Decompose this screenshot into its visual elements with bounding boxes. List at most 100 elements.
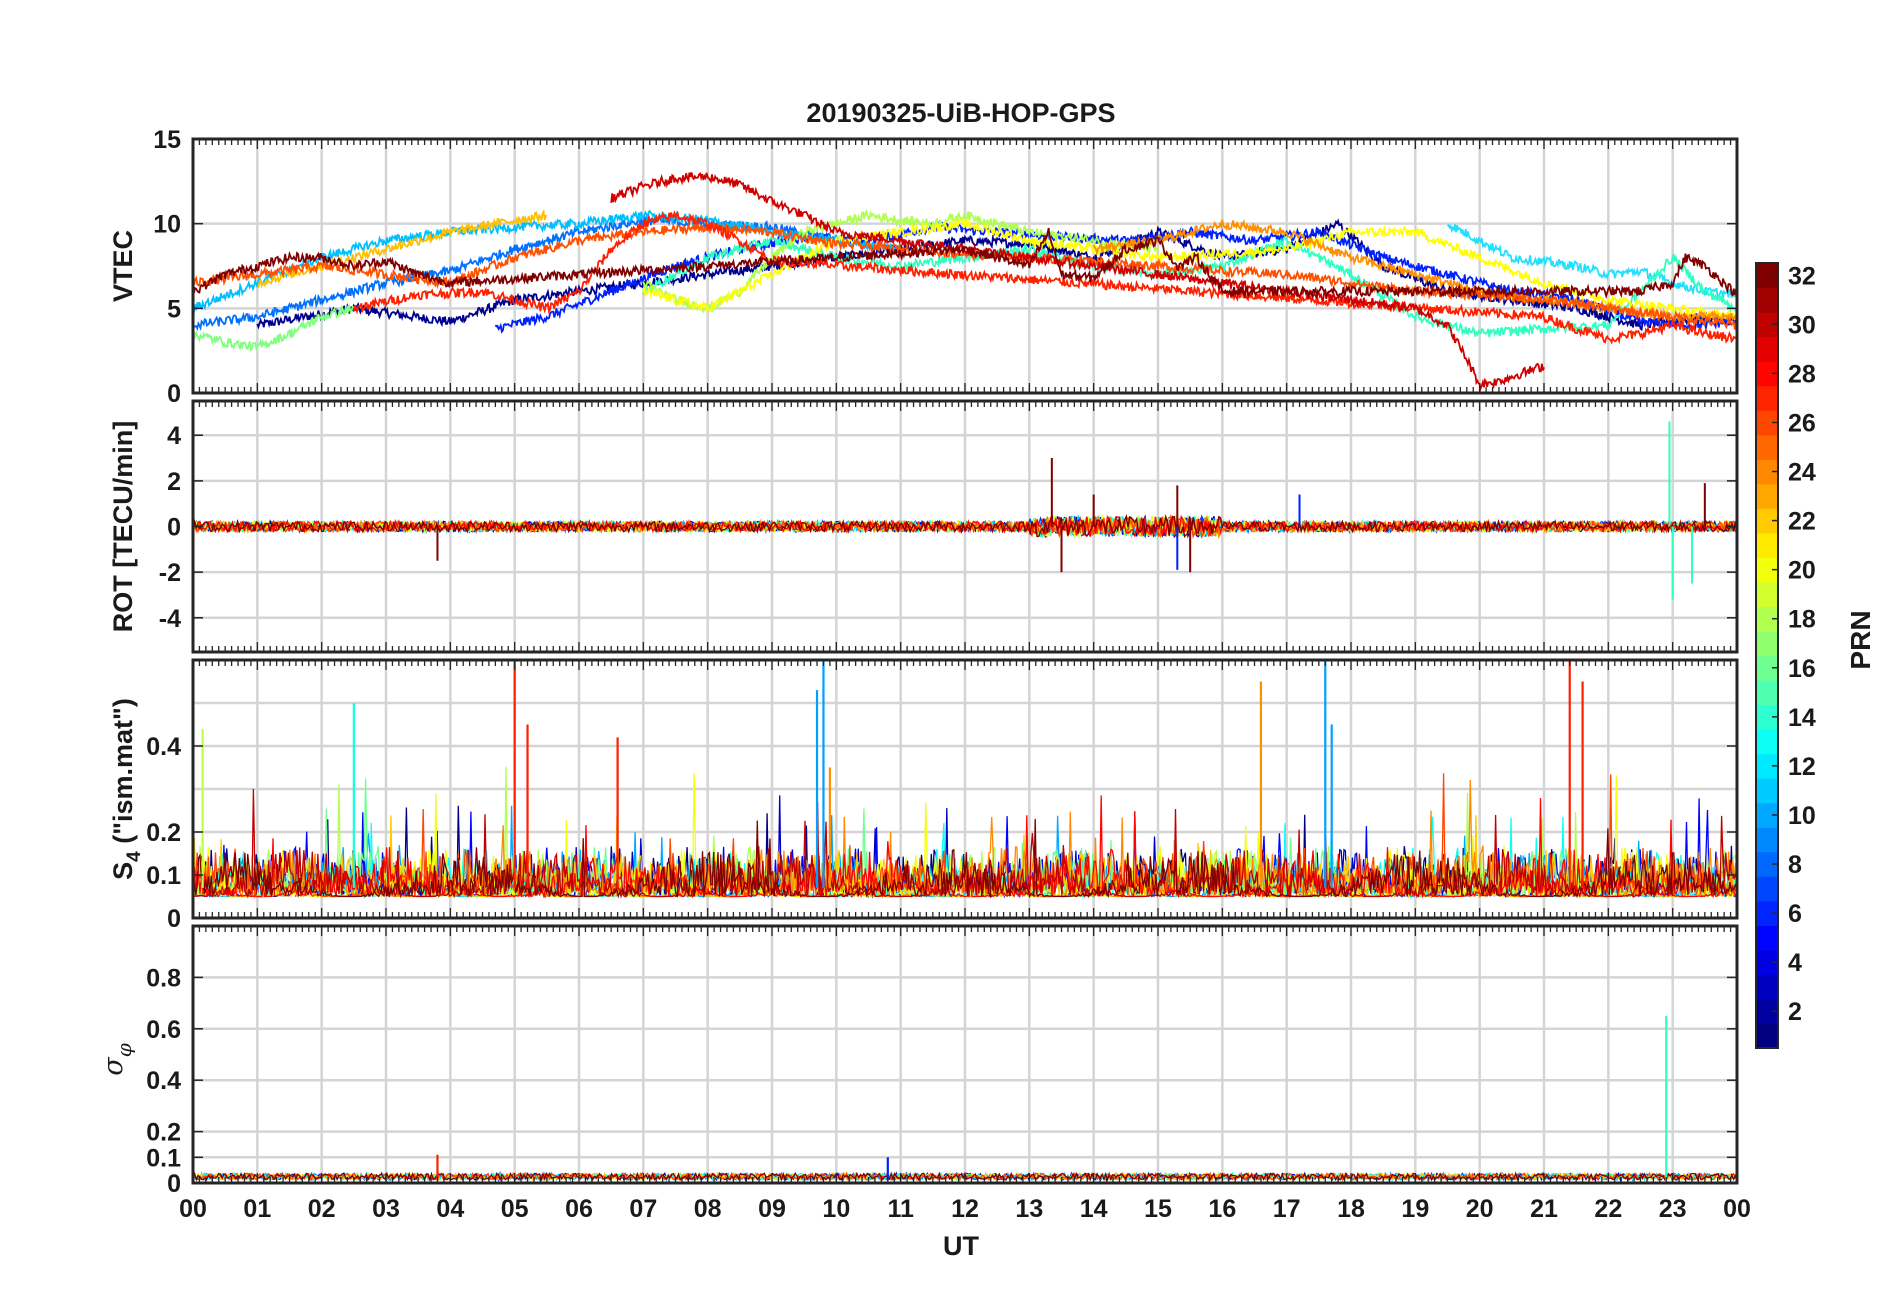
x-tick-label: 13 <box>1015 1195 1043 1223</box>
vtec-series-prn-30 <box>610 172 1545 392</box>
colorbar-segment <box>1756 753 1778 779</box>
colorbar-segment <box>1756 802 1778 828</box>
y-tick-label: 0.6 <box>146 1016 181 1044</box>
colorbar-segment <box>1756 974 1778 1000</box>
panel-s4-frame <box>191 658 1739 920</box>
chart-title: 20190325-UiB-HOP-GPS <box>806 98 1115 128</box>
x-tick-label: 12 <box>951 1195 979 1223</box>
y-axis-label-rot: ROT [TECU/min] <box>108 421 138 632</box>
colorbar-segment <box>1756 410 1778 436</box>
colorbar-tick-label: 14 <box>1788 704 1816 732</box>
x-tick-label: 00 <box>179 1195 207 1223</box>
colorbar-segment <box>1756 532 1778 558</box>
y-tick-label: 0 <box>167 514 181 542</box>
x-axis-label: UT <box>943 1231 979 1261</box>
colorbar-tick-label: 30 <box>1788 311 1816 339</box>
y-tick-label: 0.1 <box>146 862 181 890</box>
x-tick-label: 10 <box>822 1195 850 1223</box>
x-tick-label: 07 <box>629 1195 657 1223</box>
x-tick-label: 20 <box>1466 1195 1494 1223</box>
colorbar-segment <box>1756 876 1778 902</box>
y-tick-label: 0 <box>167 380 181 408</box>
colorbar-tick-label: 16 <box>1788 655 1816 683</box>
panel-sigma_phi: 00.10.2 0.4 0.6 0.8 σφ <box>98 924 1739 1198</box>
y-tick-label: 0.4 <box>146 1067 181 1095</box>
x-tick-label: 05 <box>501 1195 529 1223</box>
panel-vtec-data <box>193 172 1737 392</box>
colorbar-segment <box>1756 655 1778 681</box>
vtec-series-prn-26 <box>193 222 1737 330</box>
panel-vtec-frame <box>191 137 1739 395</box>
colorbar-segment <box>1756 998 1778 1025</box>
colorbar-segment <box>1756 729 1778 755</box>
x-tick-label: 02 <box>308 1195 336 1223</box>
x-tick-label: 23 <box>1659 1195 1687 1223</box>
y-tick-label: 0 <box>167 905 181 933</box>
x-tick-label: 17 <box>1273 1195 1301 1223</box>
colorbar-label: PRN <box>1845 610 1876 669</box>
colorbar-tick-label: 10 <box>1788 802 1816 830</box>
colorbar-segment <box>1756 630 1778 657</box>
vtec-series-prn-11 <box>193 209 902 315</box>
y-tick-label: 10 <box>153 211 181 239</box>
panel-s4-data <box>193 660 1737 900</box>
colorbar-tick-label: 18 <box>1788 606 1816 634</box>
y-axis-label-vtec: VTEC <box>108 230 138 302</box>
x-tick-label: 11 <box>887 1195 914 1223</box>
x-tick-label: 08 <box>694 1195 722 1223</box>
y-tick-label: 15 <box>153 126 181 154</box>
y-tick-label: 0.4 <box>146 733 181 761</box>
colorbar-segment <box>1756 385 1778 411</box>
s4-trace-prn-28 <box>193 795 1737 900</box>
y-axis-label-s4: S4 ("ism.mat") <box>108 698 145 880</box>
rot-noise-prn-32 <box>193 513 1737 539</box>
y-tick-label: 0 <box>167 1170 181 1198</box>
colorbar-tick-label: 6 <box>1788 900 1802 928</box>
x-tick-label: 21 <box>1530 1195 1558 1223</box>
y-tick-label: 0.2 <box>146 819 181 847</box>
x-tick-label: 16 <box>1208 1195 1236 1223</box>
colorbar-frame <box>1755 262 1779 1049</box>
y-tick-label: -2 <box>159 559 181 587</box>
colorbar-tick-label: 2 <box>1788 998 1802 1026</box>
colorbar-segment <box>1756 581 1778 608</box>
x-tick-label: 14 <box>1080 1195 1108 1223</box>
colorbar-segment <box>1756 434 1778 460</box>
y-tick-label: -4 <box>159 605 181 633</box>
colorbar-segment <box>1756 459 1778 485</box>
y-tick-label: 0.1 <box>146 1144 181 1172</box>
colorbar-segment <box>1756 680 1778 706</box>
panel-rot-frame <box>191 399 1739 654</box>
colorbar-tick-label: 20 <box>1788 557 1816 585</box>
colorbar-segment <box>1756 925 1778 951</box>
x-tick-label: 03 <box>372 1195 400 1223</box>
x-tick-label: 18 <box>1337 1195 1365 1223</box>
vtec-series-prn-32 <box>193 227 1737 300</box>
s4-trace-prn-30 <box>193 788 1737 899</box>
x-tick-label: 15 <box>1144 1195 1172 1223</box>
colorbar-tick-label: 22 <box>1788 508 1816 536</box>
colorbar-tick-label: 32 <box>1788 262 1816 290</box>
colorbar-tick-label: 12 <box>1788 753 1816 781</box>
panel-s4: 0 0.1 0.2 0.4S4 ("ism.mat") <box>108 658 1739 933</box>
colorbar-segment <box>1756 827 1778 853</box>
colorbar-segment <box>1756 336 1778 362</box>
y-tick-label: 5 <box>167 295 181 323</box>
x-tick-label: 22 <box>1594 1195 1622 1223</box>
colorbar-segment <box>1756 704 1778 730</box>
colorbar-segment <box>1756 312 1778 338</box>
colorbar-segment <box>1756 606 1778 632</box>
panel-vtec: 0 5 10 15 VTEC <box>108 126 1739 408</box>
vtec-series-prn-28 <box>352 210 1737 345</box>
colorbar-segment <box>1756 287 1778 313</box>
colorbar-segment <box>1756 508 1778 534</box>
colorbar-segment <box>1756 900 1778 926</box>
x-tick-label: 00 <box>1723 1195 1751 1223</box>
panel-sigma_phi-frame <box>191 924 1739 1185</box>
x-tick-label: 19 <box>1401 1195 1429 1223</box>
panel-rot-data <box>193 421 1737 600</box>
s4-trace-prn-32 <box>193 818 1737 899</box>
